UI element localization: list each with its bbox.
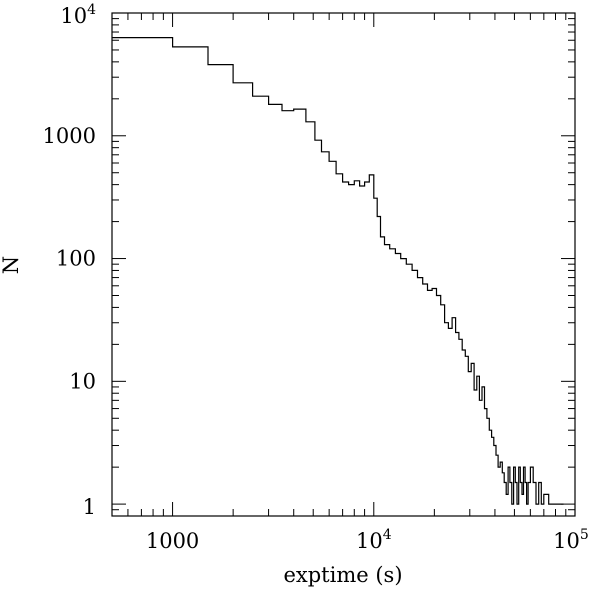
y-tick-label: 1 <box>83 495 96 519</box>
y-tick-label: 100 <box>56 247 96 271</box>
series-layer <box>112 37 564 505</box>
series-line-step <box>112 37 564 505</box>
y-tick-label: 104 <box>60 2 96 28</box>
x-tick-label: 104 <box>356 527 392 553</box>
y-axis-label: N <box>0 256 23 274</box>
plot-frame <box>111 12 576 517</box>
x-tick-label: 105 <box>553 527 589 553</box>
ticks-layer <box>111 12 576 517</box>
tick-labels-layer: 1000 104 105 1 10 100 1000 104 <box>43 2 589 553</box>
x-tick-label: 1000 <box>146 529 199 553</box>
y-tick-label: 10 <box>69 369 96 393</box>
x-axis-label: exptime (s) <box>283 563 402 587</box>
y-tick-label: 1000 <box>43 124 96 148</box>
